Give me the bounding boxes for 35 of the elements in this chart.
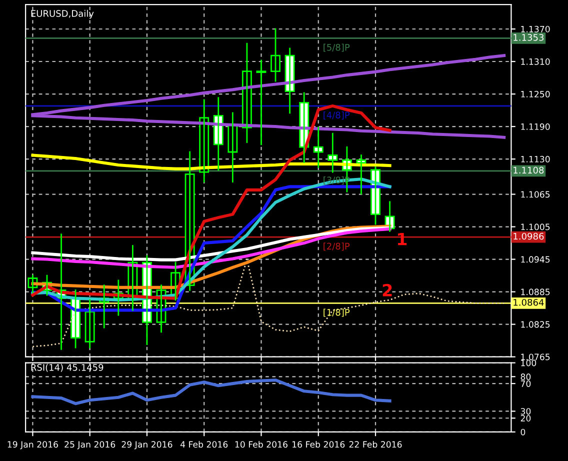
x-tick-label: 25 Jan 2016 (64, 441, 116, 450)
x-tick-label: 19 Jan 2016 (8, 441, 58, 450)
x-tick-label: 16 Feb 2016 (292, 440, 345, 448)
y-tick-label: 1.0885 (521, 288, 550, 296)
y-tick-label: 0 (520, 428, 526, 436)
ref-line-label: [4/8]P (324, 111, 350, 120)
annotation: 1.1108 (514, 166, 544, 174)
y-tick-label: 1.1005 (521, 224, 550, 230)
annotation: 2 (382, 284, 392, 296)
y-tick-label: 1.0945 (521, 256, 550, 263)
x-tick-label: 10 Feb 2016 (235, 440, 288, 448)
text: EURUSD,Daily (31, 10, 94, 19)
annotation: 1.0986 (514, 232, 544, 240)
annotation: 1.1353 (514, 34, 544, 41)
y-tick-label: 1.1370 (521, 26, 550, 32)
y-tick-label: 1.1065 (521, 191, 550, 198)
y-tick-label: 30 (520, 408, 531, 415)
y-tick-label: 100 (521, 360, 536, 366)
ref-line-label: [1/8]P (324, 308, 350, 317)
y-tick-label: 20 (520, 415, 531, 422)
x-tick-label: 29 Jan 2016 (122, 441, 172, 450)
y-tick-label: 1.0825 (521, 321, 550, 328)
chart-title: RSI(14) 45.1459 (31, 364, 104, 372)
annotation: 1.0864 (514, 298, 544, 306)
y-tick-label: 70 (520, 380, 531, 387)
y-tick-label: 80 (520, 374, 531, 380)
y-tick-label: 1.1130 (521, 156, 550, 162)
ref-line-label: [2/8]P (324, 242, 350, 251)
ref-line-label: [5/8]P (324, 44, 350, 52)
x-tick-label: 22 Feb 2016 (349, 440, 402, 448)
x-tick-label: 4 Feb 2016 (180, 440, 228, 448)
y-tick-label: 1.1190 (521, 123, 550, 130)
y-tick-label: 1.1250 (521, 90, 550, 98)
y-tick-label: 1.0765 (521, 354, 550, 360)
y-tick-label: 1.1310 (521, 58, 550, 65)
